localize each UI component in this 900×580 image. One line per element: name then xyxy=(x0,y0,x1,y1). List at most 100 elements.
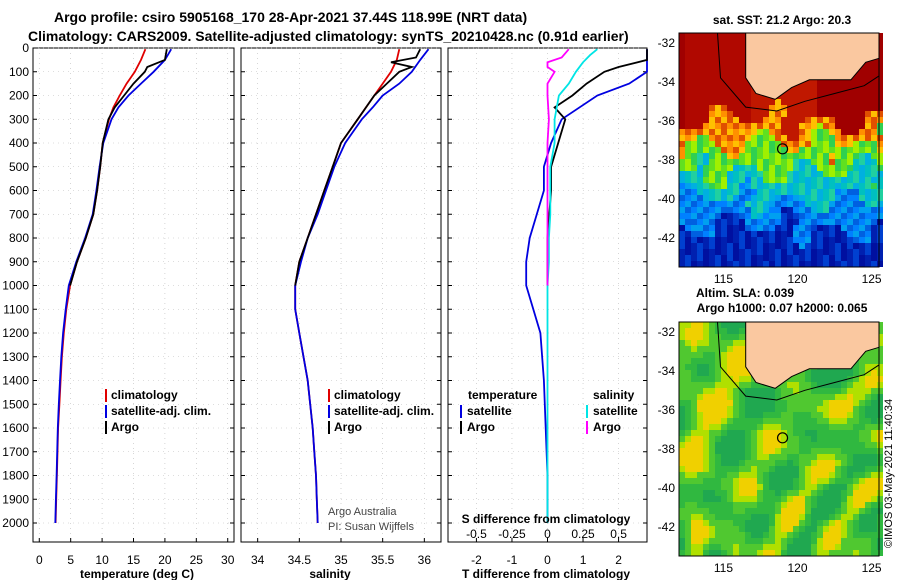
map-cell xyxy=(697,33,703,39)
map-cell xyxy=(859,502,865,508)
map-cell xyxy=(733,45,739,51)
map-cell xyxy=(727,412,733,418)
map-cell xyxy=(871,153,877,159)
map-cell xyxy=(781,153,787,159)
map-cell xyxy=(703,376,709,382)
map-cell xyxy=(697,418,703,424)
map-cell xyxy=(679,412,685,418)
map-cell xyxy=(877,406,883,412)
map-cell xyxy=(697,472,703,478)
map-cell xyxy=(877,436,883,442)
map-cell xyxy=(823,400,829,406)
map-cell xyxy=(733,207,739,213)
map-cell xyxy=(685,466,691,472)
series-line-argo xyxy=(69,49,168,286)
map-cell xyxy=(721,418,727,424)
map-cell xyxy=(877,87,883,93)
map-cell xyxy=(865,153,871,159)
map-cell xyxy=(745,147,751,153)
map-cell xyxy=(871,406,877,412)
map-cell xyxy=(691,412,697,418)
map-cell xyxy=(691,69,697,75)
map-cell xyxy=(865,382,871,388)
map-cell xyxy=(685,105,691,111)
map-cell xyxy=(811,159,817,165)
map-cell xyxy=(799,195,805,201)
map-cell xyxy=(805,448,811,454)
map-cell xyxy=(763,111,769,117)
map-cell xyxy=(787,87,793,93)
map-cell xyxy=(691,213,697,219)
map-cell xyxy=(859,508,865,514)
map-cell xyxy=(745,189,751,195)
map-cell xyxy=(781,490,787,496)
map-cell xyxy=(679,526,685,532)
map-cell xyxy=(769,520,775,526)
map-cell xyxy=(697,177,703,183)
map-cell xyxy=(775,418,781,424)
map-cell xyxy=(859,135,865,141)
map-cell xyxy=(739,538,745,544)
map-cell xyxy=(847,508,853,514)
map-cell xyxy=(829,406,835,412)
map-cell xyxy=(691,424,697,430)
map-cell xyxy=(787,147,793,153)
map-cell xyxy=(841,201,847,207)
map-cell xyxy=(865,249,871,255)
map-cell xyxy=(763,538,769,544)
map-cell xyxy=(811,490,817,496)
map-cell xyxy=(787,189,793,195)
map-cell xyxy=(751,424,757,430)
map-cell xyxy=(775,466,781,472)
map-cell xyxy=(709,328,715,334)
map-cell xyxy=(877,472,883,478)
map-cell xyxy=(781,165,787,171)
map-cell xyxy=(697,201,703,207)
map-cell xyxy=(847,141,853,147)
map-cell xyxy=(859,159,865,165)
map-cell xyxy=(817,135,823,141)
map-cell xyxy=(721,159,727,165)
map-cell xyxy=(679,159,685,165)
map-cell xyxy=(811,135,817,141)
map-cell xyxy=(841,424,847,430)
map-cell xyxy=(865,514,871,520)
map-cell xyxy=(823,550,829,556)
map-cell xyxy=(685,340,691,346)
map-cell xyxy=(685,406,691,412)
map-cell xyxy=(721,550,727,556)
map-cell xyxy=(703,189,709,195)
map-cell xyxy=(847,424,853,430)
map-cell xyxy=(877,183,883,189)
map-cell xyxy=(817,231,823,237)
map-cell xyxy=(709,99,715,105)
map-cell xyxy=(775,532,781,538)
map-cell xyxy=(859,195,865,201)
map-cell xyxy=(841,105,847,111)
map-cell xyxy=(751,508,757,514)
map-cell xyxy=(751,123,757,129)
map-cell xyxy=(877,63,883,69)
map-cell xyxy=(679,394,685,400)
map-cell xyxy=(757,544,763,550)
map-cell xyxy=(709,183,715,189)
map-cell xyxy=(727,544,733,550)
map-cell xyxy=(763,400,769,406)
map-cell xyxy=(835,105,841,111)
map-x-tick-label: 120 xyxy=(788,272,808,286)
map-cell xyxy=(817,418,823,424)
map-cell xyxy=(751,177,757,183)
map-cell xyxy=(739,141,745,147)
map-cell xyxy=(739,261,745,267)
map-cell xyxy=(871,165,877,171)
map-cell xyxy=(703,261,709,267)
map-cell xyxy=(763,490,769,496)
map-cell xyxy=(685,117,691,123)
map-cell xyxy=(763,249,769,255)
map-cell xyxy=(775,159,781,165)
map-cell xyxy=(703,105,709,111)
map-cell xyxy=(697,81,703,87)
map-cell xyxy=(871,538,877,544)
map-cell xyxy=(817,213,823,219)
map-cell xyxy=(841,502,847,508)
